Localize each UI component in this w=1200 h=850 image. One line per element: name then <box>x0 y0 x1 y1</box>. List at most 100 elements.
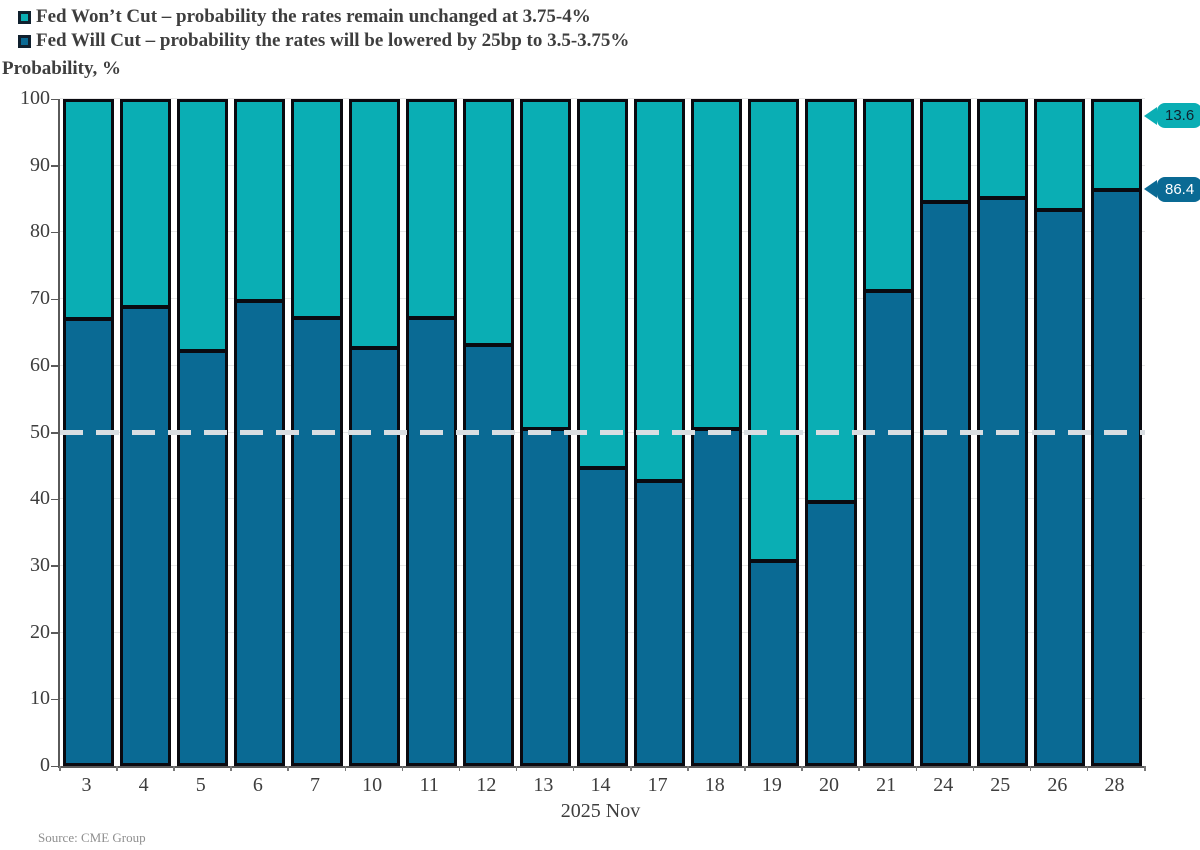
legend: Fed Won’t Cut – probability the rates re… <box>18 5 629 53</box>
y-axis-tick-100 <box>51 98 58 100</box>
y-tick-label-10: 10 <box>30 687 50 710</box>
bar-segment-wont-cut <box>180 102 226 353</box>
bar-segment-wont-cut <box>922 102 968 205</box>
y-axis-title: Probability, % <box>2 58 121 79</box>
bar-segment-will-cut <box>351 349 397 763</box>
chart-plot-area <box>51 98 1146 771</box>
x-axis-tick <box>230 766 232 771</box>
y-axis-tick-70 <box>51 298 58 301</box>
bar-segment-will-cut <box>865 293 911 763</box>
y-tick-label-50: 50 <box>30 420 50 443</box>
bar-segment-will-cut <box>922 204 968 763</box>
bar-segment-wont-cut <box>808 102 854 504</box>
x-axis-tick <box>515 766 518 771</box>
y-tick-label-30: 30 <box>30 553 50 576</box>
y-tick-label-100: 100 <box>20 87 50 109</box>
bar-segment-will-cut <box>637 482 683 763</box>
y-tick-label-20: 20 <box>30 620 50 643</box>
x-axis-tick <box>1029 766 1032 771</box>
x-tick-label-19: 19 <box>761 774 782 796</box>
bar-segment-wont-cut <box>351 102 397 350</box>
bar-segment-wont-cut <box>522 102 568 431</box>
x-axis-tick <box>915 766 918 771</box>
bar-segment-will-cut <box>579 469 626 763</box>
y-axis-tick-0 <box>51 765 58 767</box>
bar-segment-wont-cut <box>751 102 797 564</box>
legend-label-wont-cut: Fed Won’t Cut – probability the rates re… <box>36 6 591 27</box>
x-axis-tick <box>630 766 632 771</box>
y-tick-label-90: 90 <box>30 153 50 176</box>
x-axis-tick <box>744 766 746 771</box>
y-tick-label-70: 70 <box>30 287 50 310</box>
bar-segment-will-cut <box>979 199 1025 763</box>
x-tick-label-20: 20 <box>818 774 839 796</box>
gridline-100 <box>60 98 1145 99</box>
y-axis-tick-50 <box>51 432 58 434</box>
y-axis-tick-20 <box>51 632 58 634</box>
bar-segment-wont-cut <box>1093 102 1140 192</box>
x-tick-label-3: 3 <box>81 774 92 796</box>
x-axis-tick <box>59 766 61 771</box>
x-tick-label-24: 24 <box>933 774 954 796</box>
x-tick-label-21: 21 <box>876 774 897 796</box>
y-tick-label-60: 60 <box>30 353 50 376</box>
bar-segment-will-cut <box>408 320 454 763</box>
bar-segment-wont-cut <box>694 102 740 431</box>
bar-segment-will-cut <box>808 503 854 763</box>
x-axis-tick <box>344 766 347 771</box>
bar-segment-will-cut <box>123 308 169 763</box>
callout-13.6: 13.6 <box>1144 103 1200 128</box>
x-tick-label-26: 26 <box>1047 774 1068 796</box>
x-axis-tick <box>1144 766 1146 771</box>
legend-item-wont-cut: Fed Won’t Cut – probability the rates re… <box>18 5 629 29</box>
bar-segment-will-cut <box>694 430 740 763</box>
x-axis-title: 2025 Nov <box>560 800 641 822</box>
x-axis-tick <box>173 766 175 771</box>
bar-segment-will-cut <box>66 320 112 763</box>
x-tick-label-11: 11 <box>419 774 439 796</box>
x-axis-tick <box>687 766 689 771</box>
callout-arrow-icon <box>1144 106 1157 125</box>
x-axis-tick <box>401 766 404 771</box>
x-axis-tick <box>972 766 975 771</box>
x-tick-label-6: 6 <box>252 774 263 796</box>
bar-segment-wont-cut <box>579 102 626 470</box>
callout-86.4: 86.4 <box>1144 176 1200 202</box>
bar-segment-wont-cut <box>637 102 683 483</box>
x-tick-label-4: 4 <box>138 774 149 796</box>
bar-segment-wont-cut <box>237 102 283 303</box>
y-axis-tick-60 <box>51 365 58 367</box>
bar-segment-will-cut <box>522 430 568 763</box>
bar-segment-will-cut <box>180 352 226 763</box>
y-axis-tick-10 <box>51 698 58 701</box>
bar-segment-will-cut <box>294 320 340 763</box>
y-axis-tick-30 <box>51 565 58 567</box>
x-tick-label-10: 10 <box>362 774 383 796</box>
x-axis-tick <box>116 766 118 771</box>
x-axis-tick <box>287 766 289 771</box>
bar-segment-wont-cut <box>465 102 511 347</box>
y-axis-tick-40 <box>51 498 58 501</box>
legend-swatch-wont-cut-icon <box>18 10 31 24</box>
y-tick-label-0: 0 <box>40 754 50 776</box>
bar-segment-wont-cut <box>66 102 112 321</box>
bar-segment-wont-cut <box>123 102 169 309</box>
x-tick-label-18: 18 <box>704 774 725 796</box>
x-tick-label-17: 17 <box>647 774 668 796</box>
legend-swatch-will-cut-icon <box>18 34 31 48</box>
bar-segment-wont-cut <box>1036 102 1082 212</box>
bar-segment-will-cut <box>237 302 283 763</box>
bar-segment-wont-cut <box>865 102 911 294</box>
y-tick-label-40: 40 <box>30 487 50 510</box>
x-tick-label-25: 25 <box>990 774 1011 796</box>
legend-label-will-cut: Fed Will Cut – probability the rates wil… <box>36 30 630 51</box>
bar-segment-will-cut <box>1093 191 1140 763</box>
x-tick-label-13: 13 <box>533 774 554 796</box>
bar-segment-wont-cut <box>979 102 1025 200</box>
y-axis-tick-90 <box>51 165 58 167</box>
x-tick-label-7: 7 <box>309 774 320 796</box>
x-tick-label-12: 12 <box>476 774 497 796</box>
bar-segment-will-cut <box>465 346 511 763</box>
callout-arrow-icon <box>1144 180 1157 199</box>
x-tick-label-5: 5 <box>195 774 206 796</box>
